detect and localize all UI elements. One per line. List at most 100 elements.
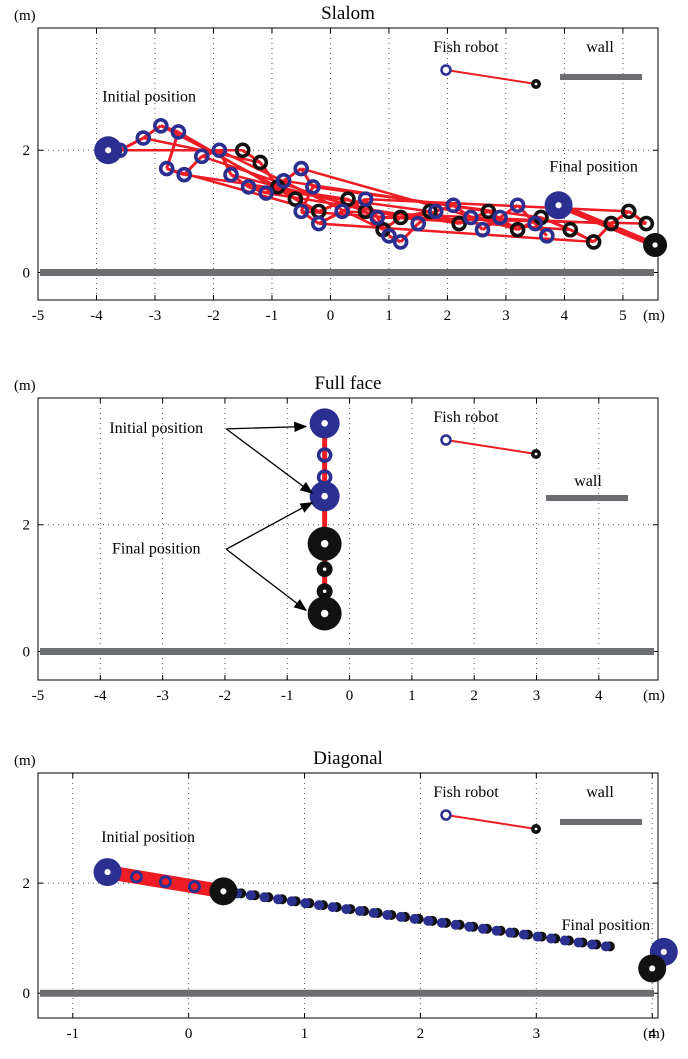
- x-tick-label: 3: [533, 1026, 541, 1042]
- tail-segment: [399, 222, 420, 243]
- plot-frame: [37, 27, 659, 301]
- robot-black-marker: [392, 209, 409, 226]
- robot-blue-marker: [474, 221, 491, 238]
- x-unit-label: (m): [643, 688, 665, 704]
- x-tick-label: -2: [219, 688, 232, 704]
- robot-blue-marker: [258, 185, 274, 201]
- x-tick-label: 0: [185, 1026, 193, 1042]
- plot-frame: [37, 397, 659, 681]
- robot-blue-marker: [464, 921, 475, 932]
- legend-tail-line: [445, 814, 537, 830]
- robot-blue-marker: [381, 228, 397, 244]
- y-tick-label: 2: [23, 876, 31, 892]
- robot-blue-marker: [436, 917, 447, 928]
- y-tick-label: 0: [23, 265, 31, 281]
- legend-tail-line: [445, 69, 537, 85]
- x-tick-label: -1: [266, 308, 279, 324]
- x-tick-label: -1: [67, 1026, 80, 1042]
- robot-black-marker: [340, 191, 356, 207]
- robot-black-marker: [480, 203, 497, 220]
- robot-black-marker-eye: [322, 567, 327, 571]
- link-segment: [318, 222, 594, 244]
- robot-blue-marker: [293, 160, 310, 177]
- x-tick-label: 4: [595, 688, 603, 704]
- robot-black-marker: [585, 234, 602, 250]
- x-tick-label: 3: [533, 688, 541, 704]
- annotation-arrow: [225, 501, 314, 550]
- robot-blue-marker: [539, 228, 555, 244]
- x-tick-label: 4: [561, 308, 569, 324]
- final-position-label: Final position: [112, 540, 200, 557]
- chart-title: Slalom: [321, 3, 375, 24]
- tail-segment: [183, 155, 203, 176]
- robot-blue-marker: [382, 909, 393, 920]
- final-position-label: Final position: [562, 917, 650, 934]
- initial-robot-eye: [104, 869, 111, 876]
- robot-blue-marker: [395, 911, 406, 922]
- legend-tail-eye: [534, 452, 538, 456]
- robot-blue-marker: [573, 937, 584, 948]
- robot-blue-marker: [546, 933, 557, 944]
- robot-blue-marker: [240, 179, 257, 195]
- midpoint-robot-black-eye: [220, 888, 227, 895]
- initial-robot-eye: [105, 147, 112, 154]
- final-robot-black-eye: [649, 965, 656, 972]
- x-tick-label: 5: [619, 308, 627, 324]
- robot-blue-marker: [211, 142, 228, 159]
- legend-tail-eye: [534, 82, 538, 86]
- y-tick-label: 0: [23, 644, 31, 660]
- robot-blue-marker: [286, 896, 297, 907]
- robot-blue-marker: [316, 447, 333, 463]
- robot-blue-marker: [170, 124, 187, 140]
- tail-segment: [142, 124, 162, 140]
- y-tick-label: 2: [23, 518, 31, 534]
- final-robot-blue-eye: [555, 202, 562, 209]
- initial-position-label: Initial position: [101, 829, 195, 846]
- chart-title: Full face: [314, 373, 381, 394]
- robot-blue-marker: [305, 179, 321, 195]
- robot-blue-marker: [368, 908, 379, 918]
- robot-black-marker-eye: [320, 540, 329, 548]
- y-tick-label: 2: [23, 143, 31, 159]
- legend-wall-label: wall: [586, 784, 614, 801]
- robot-blue-marker: [187, 880, 201, 894]
- x-tick-label: 1: [301, 1026, 309, 1042]
- robot-blue-marker: [527, 215, 543, 232]
- chart-slalom: [37, 27, 668, 301]
- legend-wall-label: wall: [574, 473, 602, 490]
- robot-blue-marker: [357, 191, 374, 207]
- x-tick-label: 2: [470, 688, 478, 704]
- x-tick-label: 2: [417, 1026, 425, 1042]
- tail-segment: [300, 210, 320, 225]
- robot-blue-marker: [518, 929, 529, 940]
- legend: [440, 64, 642, 89]
- robot-black-marker: [509, 221, 526, 238]
- legend-wall-label: wall: [586, 39, 614, 56]
- robot-blue-marker: [314, 900, 325, 911]
- robot-blue-marker: [492, 209, 508, 226]
- y-unit-label: (m): [14, 8, 36, 24]
- robot-black-marker: [234, 142, 251, 159]
- robot-blue-marker: [135, 130, 152, 146]
- robot-blue-marker: [153, 117, 169, 134]
- robot-blue-marker: [600, 941, 611, 952]
- x-tick-label: -3: [149, 308, 162, 324]
- robot-black-marker: [603, 215, 620, 232]
- robot-blue-marker: [245, 890, 256, 901]
- robot-blue-marker: [409, 913, 420, 924]
- chart-title: Diagonal: [313, 748, 383, 769]
- tail-segment: [282, 167, 303, 183]
- robot-blue-marker: [369, 209, 386, 226]
- robot-blue-marker: [275, 173, 292, 189]
- x-tick-label: 2: [444, 308, 452, 324]
- x-unit-label: (m): [643, 1026, 665, 1042]
- robot-blue-marker: [158, 160, 175, 177]
- x-tick-label: -1: [281, 688, 294, 704]
- final-robot-black-eye: [652, 242, 658, 248]
- chart-full-face: [37, 397, 659, 681]
- link-segment: [365, 197, 629, 213]
- robot-blue-marker: [392, 234, 409, 250]
- robot-blue-marker: [427, 203, 444, 220]
- robot-blue-marker: [223, 166, 239, 183]
